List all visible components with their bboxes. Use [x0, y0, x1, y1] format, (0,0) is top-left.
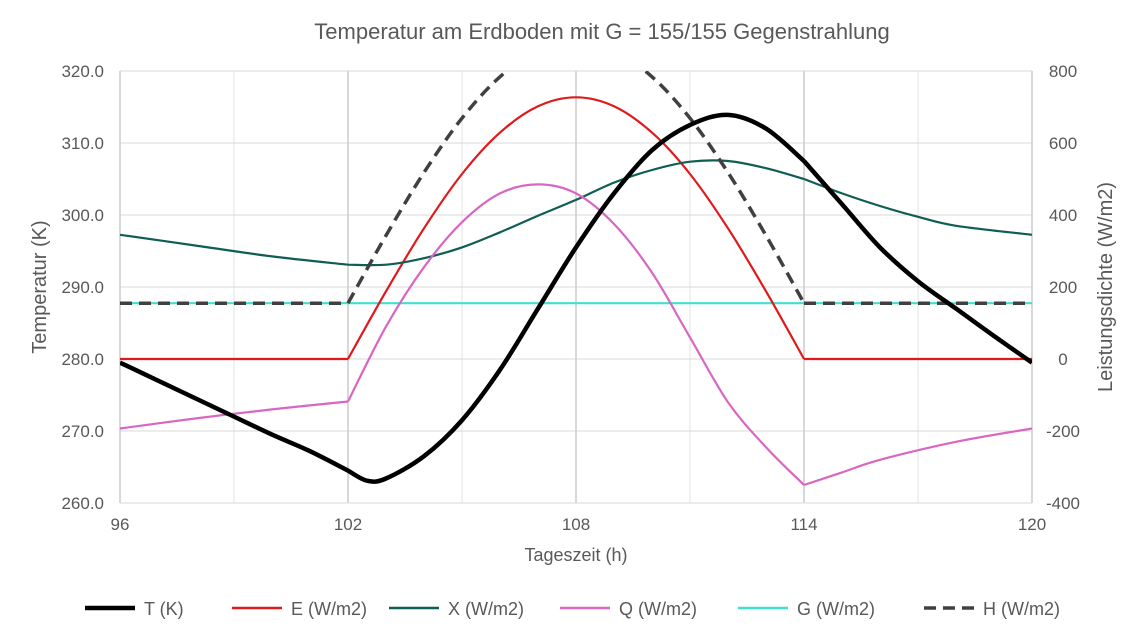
y-left-ticks: 260.0 270.0 280.0 290.0 300.0 310.0 320.0	[61, 62, 104, 513]
y-left-tick-label: 260.0	[61, 494, 104, 513]
legend-label: T (K)	[144, 599, 184, 619]
y-right-tick-label: -400	[1046, 494, 1080, 513]
y-right-tick-label: -200	[1046, 422, 1080, 441]
x-tick-label: 108	[562, 515, 590, 534]
y-right-tick-label: 800	[1049, 62, 1077, 81]
series-line-t	[120, 112, 1032, 484]
plot-series	[120, 71, 1032, 487]
y-left-tick-label: 290.0	[61, 278, 104, 297]
chart-title: Temperatur am Erdboden mit G = 155/155 G…	[314, 19, 889, 44]
legend-label: E (W/m2)	[291, 599, 367, 619]
y-right-tick-label: 400	[1049, 206, 1077, 225]
y-left-tick-label: 270.0	[61, 422, 104, 441]
y-left-tick-label: 280.0	[61, 350, 104, 369]
y-right-tick-label: 0	[1058, 350, 1067, 369]
series-line-h	[120, 71, 1032, 305]
x-tick-label: 102	[334, 515, 362, 534]
x-tick-label: 120	[1018, 515, 1046, 534]
y-right-ticks: -400 -200 0 200 400 600 800	[1046, 62, 1080, 513]
legend-label: X (W/m2)	[448, 599, 524, 619]
y-right-tick-label: 600	[1049, 134, 1077, 153]
y-right-tick-label: 200	[1049, 278, 1077, 297]
series-line-q	[120, 183, 1032, 487]
y-left-tick-label: 300.0	[61, 206, 104, 225]
y-left-tick-label: 320.0	[61, 62, 104, 81]
x-ticks: 96 102 108 114 120	[111, 515, 1047, 534]
y-axis-label-right: Leistungsdichte (W/m2)	[1095, 182, 1117, 392]
x-axis-label: Tageszeit (h)	[524, 545, 627, 565]
x-tick-label: 114	[790, 515, 817, 534]
legend-label: H (W/m2)	[983, 599, 1060, 619]
legend: T (K) E (W/m2) X (W/m2) Q (W/m2) G (W/m2) H (…	[85, 599, 1060, 619]
grid	[119, 70, 1033, 504]
legend-label: G (W/m2)	[797, 599, 875, 619]
x-tick-label: 96	[111, 515, 130, 534]
series-line-x	[120, 159, 1032, 267]
y-left-tick-label: 310.0	[61, 134, 104, 153]
legend-label: Q (W/m2)	[619, 599, 697, 619]
series-line-e	[120, 96, 1032, 361]
y-axis-label-left: Temperatur (K)	[29, 220, 51, 353]
